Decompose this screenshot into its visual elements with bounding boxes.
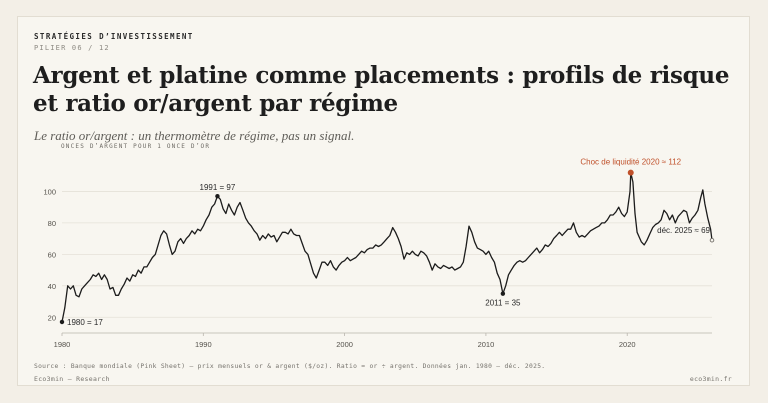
- chart-card: [17, 16, 750, 386]
- annotation-marker: [709, 237, 715, 243]
- source-note: Source : Banque mondiale (Pink Sheet) — …: [34, 363, 546, 370]
- x-tick-label: 1980: [54, 340, 71, 349]
- annotation-label: déc. 2025 ≈ 69: [657, 226, 710, 235]
- annotation-label: Choc de liquidité 2020 ≈ 112: [580, 158, 681, 167]
- x-tick-label: 2010: [478, 340, 495, 349]
- annotation-label: 2011 = 35: [485, 299, 521, 308]
- page-title: Argent et platine comme placements : pro…: [33, 62, 730, 117]
- ratio-series-line: [61, 171, 713, 323]
- annotation-marker: [215, 193, 220, 199]
- site-label: eco3min.fr: [689, 375, 732, 383]
- brand-label: Eco3min — Research: [34, 375, 110, 383]
- x-tick-label: 2000: [336, 340, 353, 349]
- x-tick-label: 1990: [195, 340, 212, 349]
- y-tick-label: 20: [48, 313, 56, 322]
- y-axis-label: ONCES D’ARGENT POUR 1 ONCE D’OR: [61, 143, 211, 150]
- annotation-label: 1980 = 17: [67, 318, 103, 327]
- annotation-label: 1991 = 97: [200, 183, 236, 192]
- y-tick-label: 40: [48, 282, 56, 291]
- section-kicker: STRATÉGIES D’INVESTISSEMENT: [34, 32, 194, 41]
- x-tick-label: 2020: [619, 340, 636, 349]
- annotation-marker: [627, 169, 634, 176]
- annotation-marker: [59, 319, 65, 325]
- y-tick-label: 80: [48, 219, 56, 228]
- page-subtitle: Le ratio or/argent : un thermomètre de r…: [34, 128, 355, 143]
- y-tick-label: 100: [43, 187, 56, 196]
- pillar-counter: PILIER 06 / 12: [34, 44, 110, 52]
- y-tick-label: 60: [48, 250, 56, 259]
- annotation-marker: [500, 291, 506, 296]
